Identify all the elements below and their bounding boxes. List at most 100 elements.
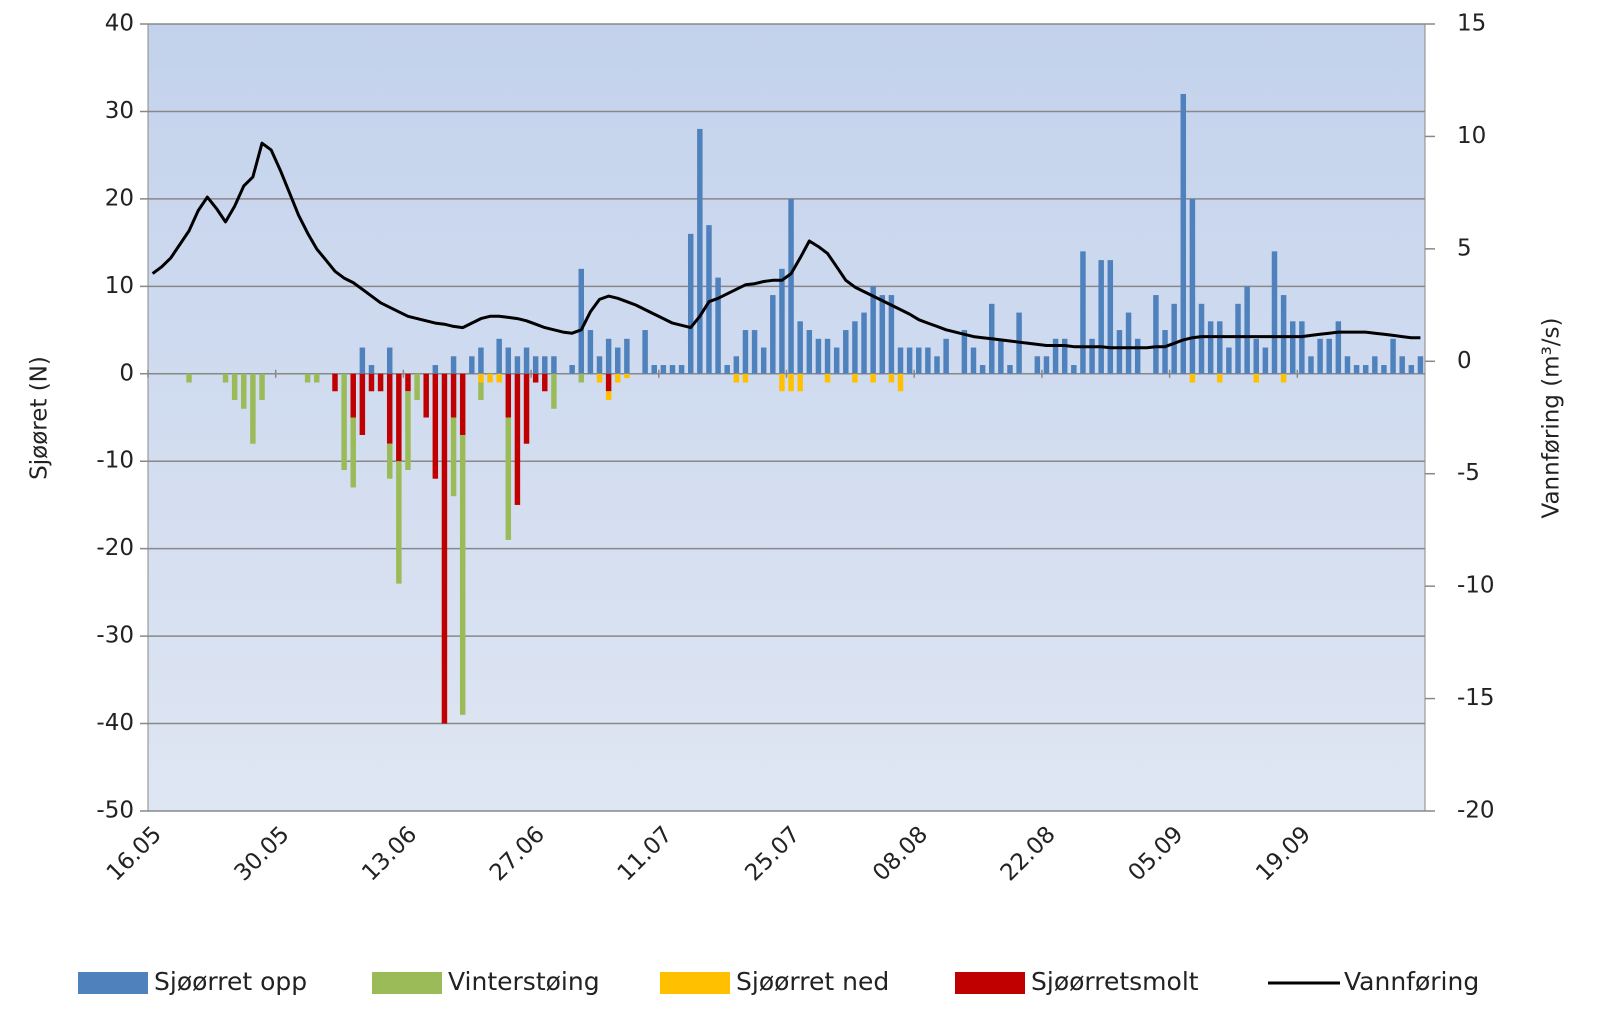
bar [697, 128, 703, 374]
bar [596, 356, 603, 374]
bar [970, 347, 977, 374]
bar [861, 312, 867, 374]
bar [852, 373, 858, 383]
y-tick-label: 20 [105, 185, 134, 211]
bar [350, 417, 356, 488]
y2-tick-label: 15 [1457, 11, 1486, 37]
bar [469, 356, 475, 374]
y-tick-label: 30 [105, 98, 134, 124]
bar [478, 382, 484, 401]
bar [1280, 295, 1287, 374]
bar [1061, 338, 1068, 374]
bar [706, 225, 712, 374]
bar [979, 365, 986, 374]
bar [1372, 356, 1378, 374]
bar [332, 373, 338, 392]
bar [943, 338, 949, 374]
bar [815, 338, 822, 374]
bar [241, 373, 247, 409]
bar [386, 443, 393, 479]
bar [450, 356, 457, 374]
bar [678, 365, 685, 374]
bar [1134, 338, 1141, 374]
y2-tick-label: 10 [1457, 123, 1486, 149]
bar [450, 417, 457, 497]
bar [925, 347, 931, 374]
bar [879, 295, 886, 374]
bar [760, 347, 767, 374]
bar [788, 373, 794, 392]
bar [505, 417, 512, 540]
bar [1116, 330, 1123, 374]
y-tick-label: -40 [96, 710, 134, 736]
bar [478, 347, 484, 374]
bar [1271, 251, 1278, 374]
bar [934, 356, 940, 374]
bar [186, 373, 192, 383]
y2-axis-label: Vannføring (m³/s) [1539, 317, 1565, 518]
bar [642, 330, 648, 374]
bar [615, 347, 621, 374]
bar [1217, 373, 1223, 383]
bar [304, 373, 311, 383]
bar [587, 330, 594, 374]
bar [824, 338, 831, 374]
bar [432, 373, 439, 479]
bar [1180, 93, 1187, 374]
bar [532, 373, 539, 383]
bar [386, 373, 393, 444]
bar [514, 373, 521, 505]
bar [733, 356, 740, 374]
bar [1290, 321, 1296, 374]
bar [259, 373, 265, 401]
bar [906, 347, 913, 374]
bar [998, 338, 1004, 374]
x-tick-label: 11.07 [613, 821, 678, 886]
bar [231, 373, 238, 401]
bar [314, 373, 320, 383]
bar [788, 198, 794, 374]
bar [542, 356, 548, 374]
bar [797, 321, 803, 374]
y-tick-label: -10 [96, 448, 134, 474]
bar [751, 330, 758, 374]
bar [1253, 338, 1259, 374]
bar [1125, 312, 1132, 374]
bar [833, 347, 840, 374]
x-tick-label: 25.07 [740, 821, 805, 886]
y2-tick-label: 5 [1457, 235, 1472, 261]
bar [615, 373, 621, 383]
bar [487, 373, 493, 383]
bar [459, 434, 466, 715]
bar [1417, 356, 1424, 374]
bar [514, 356, 521, 374]
y2-tick-label: -10 [1457, 573, 1495, 599]
bar [569, 365, 575, 374]
bar [1153, 295, 1159, 374]
bar [523, 347, 530, 374]
bar [961, 330, 968, 374]
y-tick-label: -20 [96, 535, 134, 561]
y-tick-label: 10 [105, 273, 134, 299]
x-tick-label: 19.09 [1251, 821, 1316, 886]
bar [505, 347, 512, 374]
bar [551, 373, 557, 409]
bar [1198, 303, 1205, 374]
bar [250, 373, 256, 444]
line [151, 141, 1421, 350]
bar [496, 338, 502, 374]
bar [1189, 373, 1196, 383]
bar [888, 295, 895, 374]
x-tick-label: 13.06 [357, 821, 422, 886]
bar [1080, 251, 1086, 374]
bar [523, 373, 530, 444]
bar [897, 347, 904, 374]
x-tick-label: 08.08 [868, 821, 933, 886]
bar [806, 330, 813, 374]
bar [396, 373, 402, 462]
bar [222, 373, 229, 383]
bar [1107, 260, 1114, 374]
bar [505, 373, 512, 418]
bar [870, 373, 876, 383]
y2-tick-label: -15 [1457, 685, 1495, 711]
